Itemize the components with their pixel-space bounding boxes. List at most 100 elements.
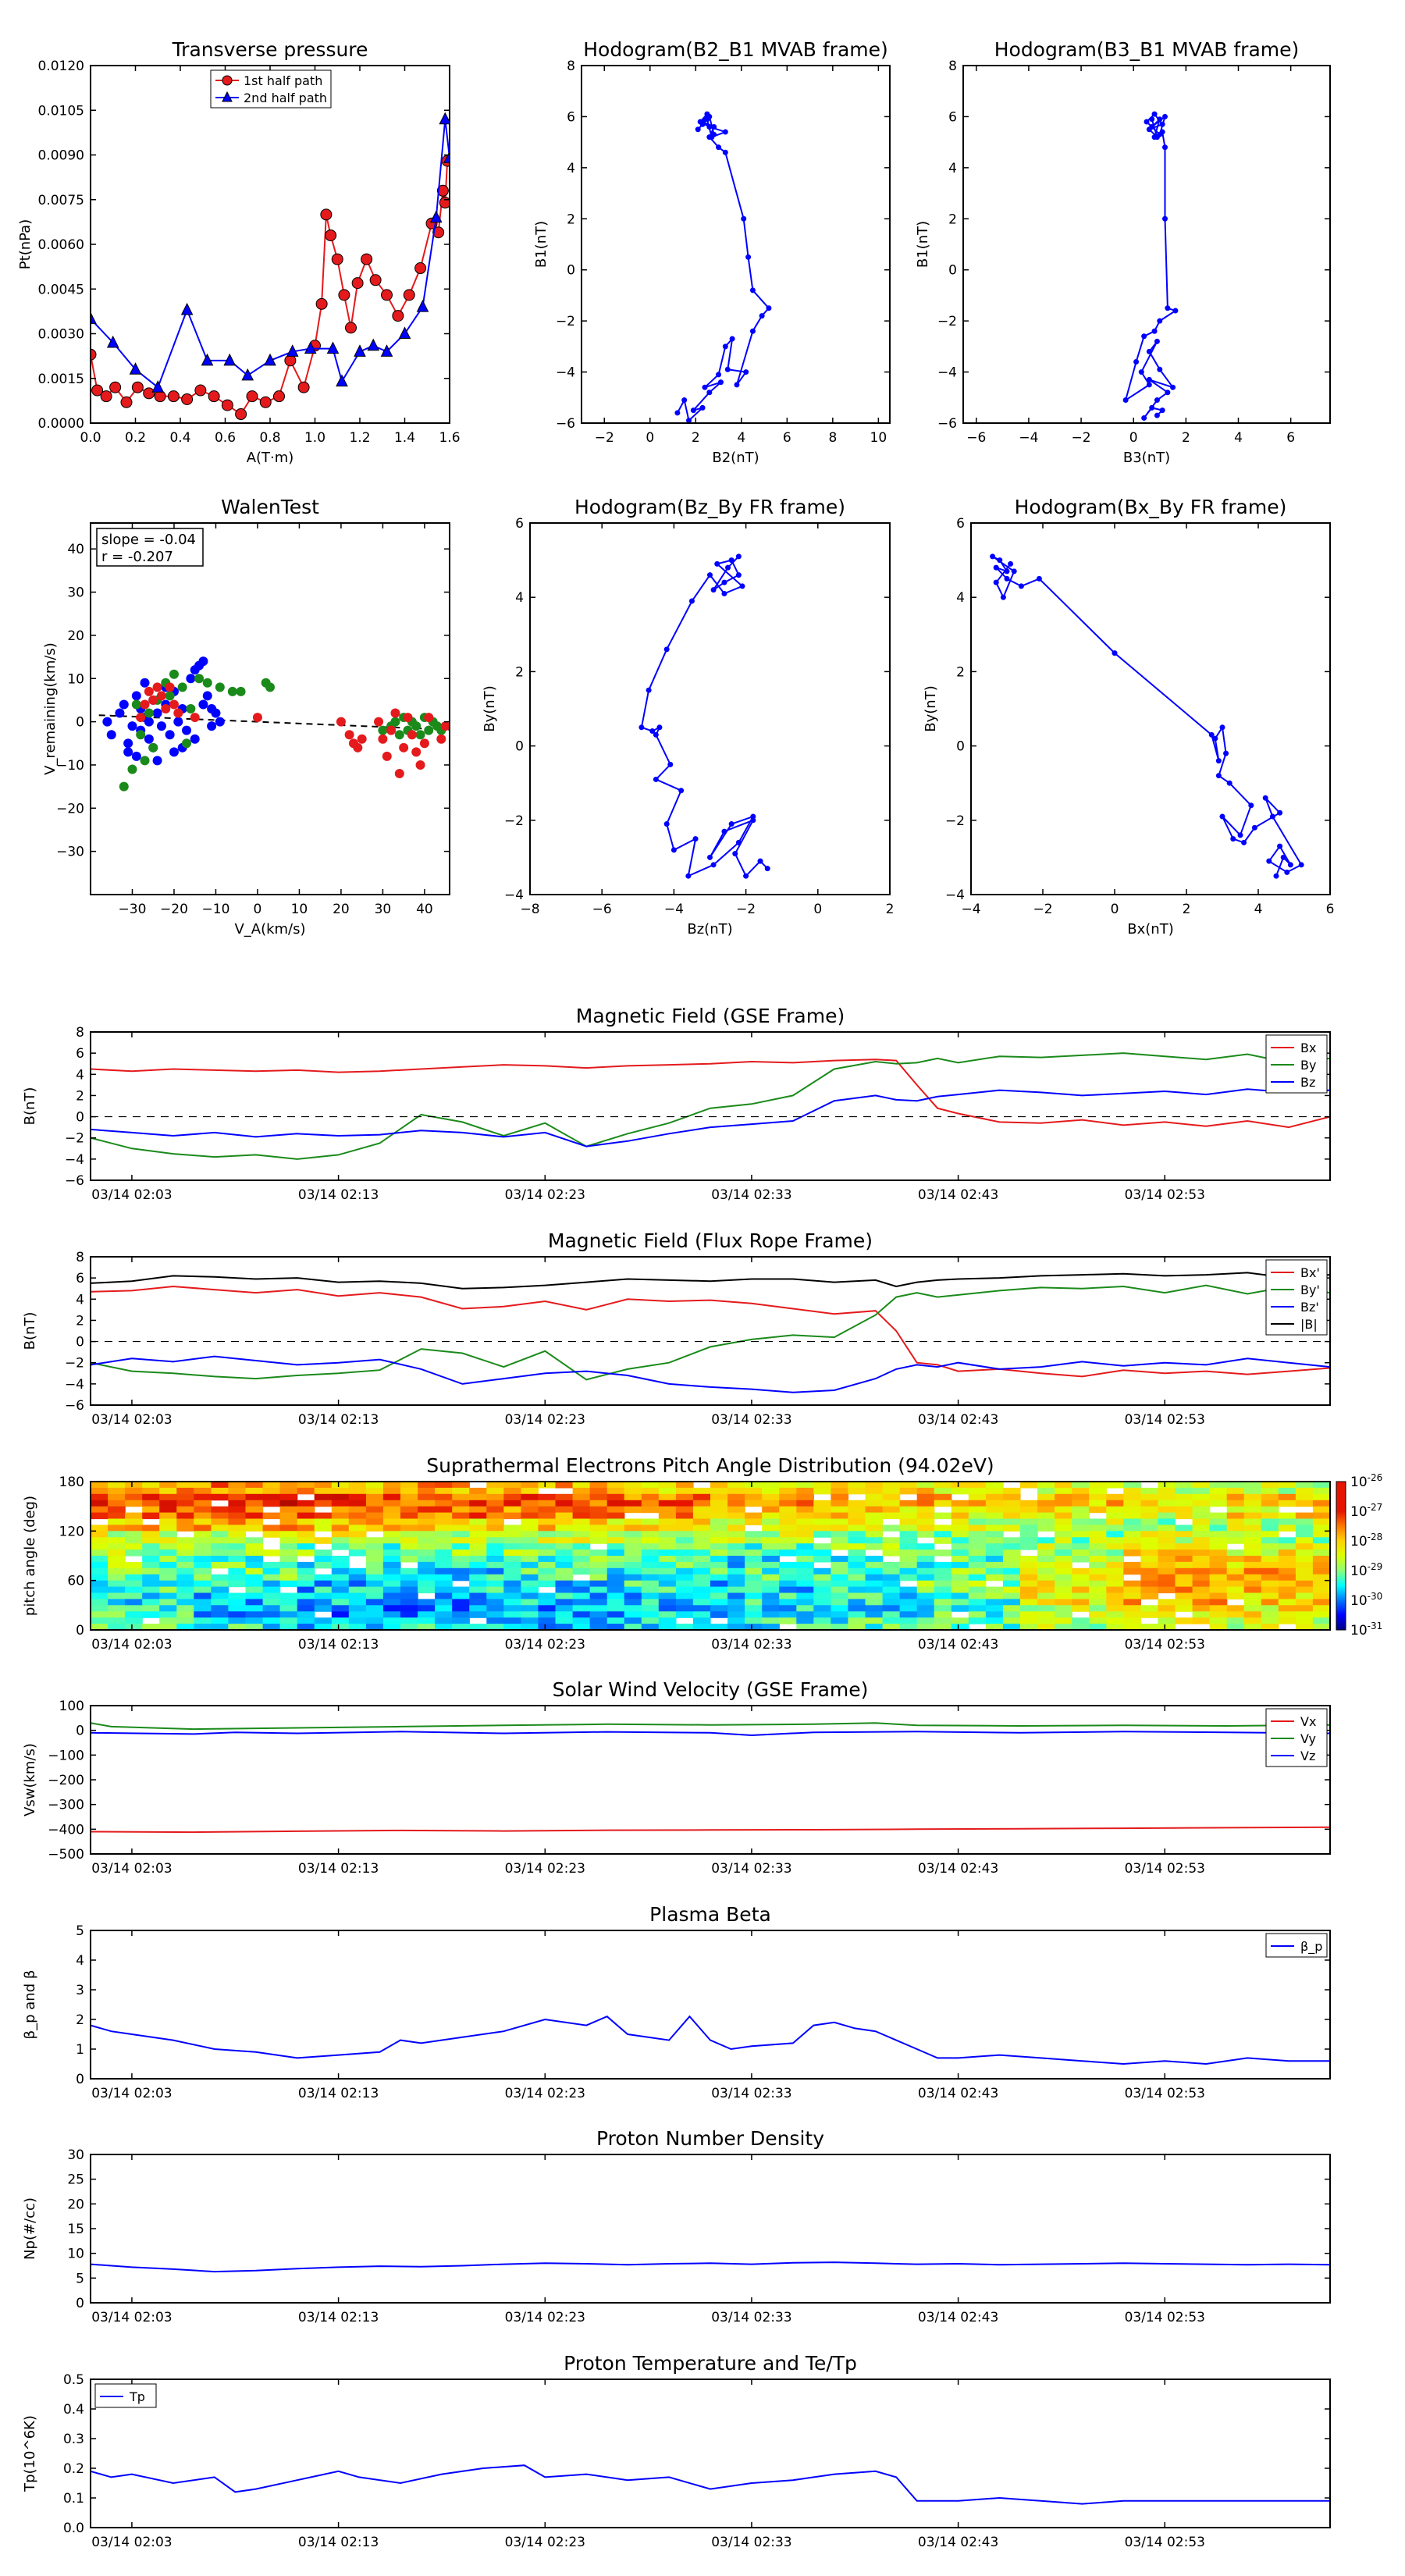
heatmap-cell: [1106, 1550, 1124, 1557]
heatmap-cell: [555, 1617, 574, 1624]
data-point: [1133, 358, 1140, 365]
heatmap-cell: [1055, 1506, 1072, 1514]
heatmap-cell: [882, 1537, 901, 1544]
heatmap-cell: [176, 1605, 194, 1612]
x-tick-label: 4: [1234, 430, 1243, 446]
heatmap-cell: [572, 1537, 591, 1544]
heatmap-cell: [435, 1567, 453, 1575]
y-tick-label: 15: [67, 2222, 84, 2237]
heatmap-cell: [1278, 1586, 1297, 1594]
heatmap-cell: [1055, 1531, 1072, 1538]
heatmap-cell: [1278, 1525, 1297, 1532]
panel-title: Hodogram(B2_B1 MVAB frame): [583, 38, 888, 61]
heatmap-cell: [452, 1605, 470, 1612]
heatmap-cell: [297, 1537, 315, 1544]
y-tick-label: 0: [567, 263, 575, 279]
heatmap-cell: [1055, 1567, 1072, 1575]
heatmap-cell: [245, 1550, 264, 1557]
heatmap-cell: [469, 1512, 487, 1520]
heatmap-cell: [503, 1592, 521, 1599]
heatmap-cell: [91, 1493, 108, 1501]
heatmap-cell: [848, 1518, 866, 1525]
heatmap-cell: [658, 1493, 677, 1501]
heatmap-cell: [606, 1493, 625, 1501]
data-point: [345, 322, 357, 334]
heatmap-cell: [1261, 1487, 1279, 1495]
heatmap-cell: [348, 1574, 367, 1582]
heatmap-cell: [779, 1561, 797, 1569]
plot-area: [91, 2015, 1330, 2065]
y-tick-label: −4: [65, 1152, 84, 1168]
data-point: [721, 828, 727, 834]
heatmap-cell: [692, 1624, 711, 1630]
legend: β_p: [1265, 1933, 1328, 1958]
annotation-frame: [96, 528, 204, 567]
data-point: [1157, 366, 1163, 372]
legend-label: 2nd half path: [244, 91, 327, 105]
heatmap-cell: [91, 1605, 108, 1612]
heatmap-cell: [710, 1567, 728, 1575]
data-point: [123, 747, 133, 757]
heatmap-cell: [1002, 1543, 1021, 1550]
heatmap-cell: [262, 1512, 281, 1520]
heatmap-cell: [382, 1561, 401, 1569]
colorbar-tick-base: 10: [1350, 1534, 1368, 1550]
heatmap-cell: [108, 1512, 126, 1520]
heatmap-cell: [108, 1500, 126, 1507]
data-point: [390, 708, 400, 718]
heatmap-cell: [1089, 1506, 1107, 1514]
heatmap-cell: [1226, 1487, 1245, 1495]
data-point: [331, 253, 343, 265]
data-point: [136, 713, 146, 723]
heatmap-cell: [1192, 1512, 1211, 1520]
heatmap-cell: [555, 1599, 574, 1606]
heatmap-cell: [142, 1605, 160, 1612]
heatmap-cell: [108, 1624, 126, 1630]
heatmap-cell: [452, 1543, 470, 1550]
heatmap-cell: [641, 1506, 660, 1514]
heatmap-cell: [486, 1605, 504, 1612]
heatmap-cell: [486, 1561, 504, 1569]
heatmap-cell: [503, 1611, 521, 1618]
heatmap-cell: [469, 1493, 487, 1501]
heatmap-cell: [348, 1537, 367, 1544]
heatmap-cell: [382, 1512, 401, 1520]
heatmap-cell: [865, 1605, 884, 1612]
heatmap-cell: [365, 1624, 384, 1630]
heatmap-cell: [486, 1617, 504, 1624]
y-tick-label: 0.0045: [38, 282, 84, 297]
heatmap-cell: [1312, 1500, 1330, 1507]
heatmap-cell: [589, 1624, 608, 1630]
heatmap-cell: [710, 1586, 728, 1594]
heatmap-cell: [1261, 1586, 1279, 1594]
heatmap-cell: [435, 1531, 453, 1538]
heatmap-cell: [348, 1518, 367, 1525]
y-tick-label: 10: [67, 2247, 84, 2262]
heatmap-cell: [1192, 1537, 1211, 1544]
heatmap-cell: [1123, 1512, 1141, 1520]
heatmap-cell: [1261, 1624, 1279, 1630]
heatmap-cell: [331, 1605, 350, 1612]
heatmap-cell: [159, 1580, 177, 1588]
heatmap-cell: [710, 1550, 728, 1557]
heatmap-cell: [435, 1561, 453, 1569]
heatmap-cell: [813, 1512, 831, 1520]
heatmap-cell: [435, 1512, 453, 1520]
heatmap-cell: [142, 1611, 160, 1618]
heatmap-cell: [813, 1580, 831, 1588]
heatmap-cell: [245, 1537, 264, 1544]
heatmap-cell: [194, 1561, 212, 1569]
heatmap-cell: [435, 1605, 453, 1612]
heatmap-cell: [91, 1531, 108, 1538]
heatmap-cell: [1192, 1487, 1211, 1495]
heatmap-cell: [1243, 1493, 1262, 1501]
heatmap-cell: [710, 1624, 728, 1630]
heatmap-cell: [1020, 1586, 1038, 1594]
heatmap-cell: [899, 1617, 918, 1624]
heatmap-cell: [348, 1580, 367, 1588]
heatmap-cell: [1295, 1493, 1314, 1501]
heatmap-cell: [882, 1624, 901, 1630]
heatmap-cell: [813, 1586, 831, 1594]
data-point: [711, 131, 717, 137]
